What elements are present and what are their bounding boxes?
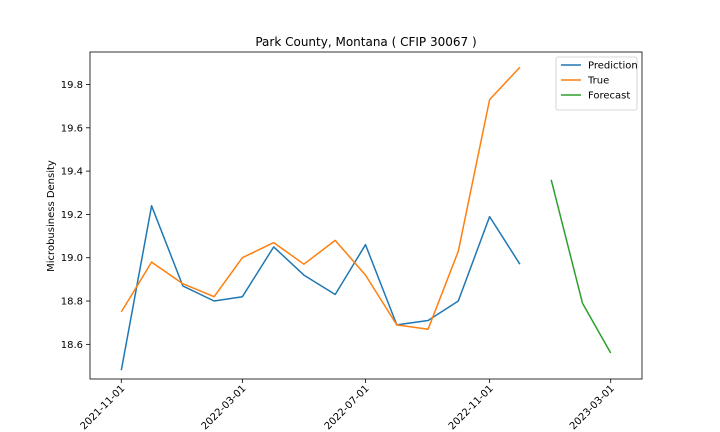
plot-lines: [120, 66, 612, 371]
plot-frame: [89, 51, 643, 380]
series-line-true: [120, 66, 521, 330]
y-tick-label: 18.6: [61, 340, 83, 351]
y-tick-label: 19.0: [61, 253, 83, 264]
legend-box: [555, 56, 638, 111]
x-tick-label: 2021-11-01: [79, 383, 128, 432]
series-line-prediction: [120, 205, 521, 371]
x-tick-label: 2022-11-01: [447, 383, 496, 432]
legend: Prediction True Forecast: [555, 56, 638, 111]
y-tick-label: 19.6: [61, 123, 83, 134]
y-tick-label: 19.4: [61, 167, 83, 178]
chart-title: Park County, Montana ( CFIP 30067 ): [255, 35, 476, 49]
x-tick-label: 2022-07-01: [323, 383, 372, 432]
legend-label-forecast: Forecast: [588, 91, 630, 102]
y-tick-label: 19.8: [61, 80, 83, 91]
legend-label-true: True: [587, 76, 609, 87]
series-line-forecast: [550, 179, 612, 354]
x-tick-label: 2023-03-01: [568, 383, 617, 432]
y-tick-label: 19.2: [61, 210, 83, 221]
y-tick-label: 18.8: [61, 297, 83, 308]
x-axis: 2021-11-01 2022-03-01 2022-07-01 2022-11-01…: [79, 379, 617, 432]
legend-label-prediction: Prediction: [588, 61, 638, 72]
x-tick-label: 2022-03-01: [200, 383, 249, 432]
y-axis: 18.6 18.8 19.0 19.2 19.4 19.6 19.8: [61, 80, 90, 351]
y-axis-label: Microbusiness Density: [46, 160, 57, 272]
